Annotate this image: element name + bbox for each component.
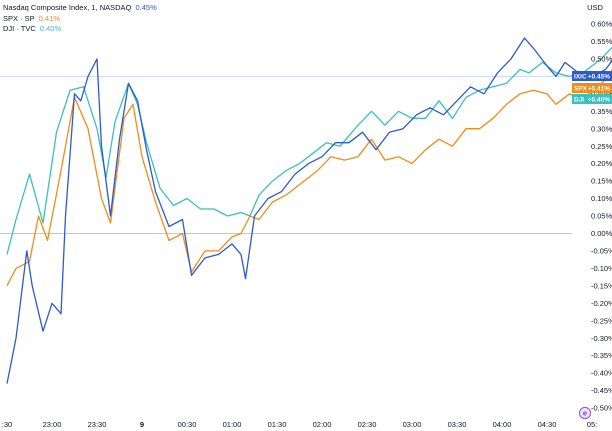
y-tick-label: 0.50% xyxy=(591,55,612,64)
time-axis: :30 23:00 23:30 9 00:30 01:00 01:30 02:00 02:30 0… xyxy=(2,420,597,429)
legend-value: 0.45% xyxy=(135,3,157,12)
last-value-tags: IXIC +0.45%SPX +0.41% DJI +0.40% xyxy=(572,71,612,104)
y-tick-label: 0.55% xyxy=(591,37,612,46)
last-value-tag-symbol: SPX xyxy=(574,85,588,92)
last-value-tag-value: +0.41% xyxy=(588,85,610,92)
series-line[interactable] xyxy=(6,42,612,255)
y-tick-label: -0.20% xyxy=(591,299,612,308)
y-tick-label: 0.05% xyxy=(591,212,612,221)
x-tick-label: 23:00 xyxy=(43,420,62,429)
x-tick-label: 02:30 xyxy=(358,420,377,429)
currency-label: USD xyxy=(587,3,603,12)
y-tick-label: 0.30% xyxy=(591,124,612,133)
y-tick-label: 0.25% xyxy=(591,142,612,151)
settings-icon[interactable]: e xyxy=(578,406,592,420)
series-line[interactable] xyxy=(6,37,612,384)
x-tick-label: 9 xyxy=(140,420,144,429)
price-axis: USD -0.50% -0.45% -0.40% -0.35% -0.30% -0.25% -… xyxy=(587,3,612,413)
x-tick-label: :30 xyxy=(2,420,12,429)
series-line[interactable] xyxy=(6,59,612,287)
x-tick-label: 03:00 xyxy=(403,420,422,429)
series-layer xyxy=(6,37,612,384)
y-tick-label: -0.35% xyxy=(591,351,612,360)
last-value-tag xyxy=(572,83,612,93)
legend-title: DJI · TVC xyxy=(3,24,36,34)
last-value-tag-symbol: DJI xyxy=(574,96,584,103)
x-tick-label: 03:30 xyxy=(448,420,467,429)
last-value-tag-symbol: IXIC xyxy=(574,73,587,80)
x-tick-label: 00:30 xyxy=(178,420,197,429)
x-tick-label: 01:00 xyxy=(223,420,242,429)
legend-title: Nasdaq Composite Index, 1, NASDAQ xyxy=(3,3,132,12)
y-tick-label: 0.00% xyxy=(591,229,612,238)
x-tick-label: 01:30 xyxy=(268,420,287,429)
y-tick-label: 0.40% xyxy=(591,89,612,98)
y-tick-label: 0.35% xyxy=(591,107,612,116)
y-tick-label: -0.25% xyxy=(591,316,612,325)
y-tick-label: 0.15% xyxy=(591,177,612,186)
y-tick-label: -0.10% xyxy=(591,264,612,273)
svg-text:e: e xyxy=(583,409,587,418)
y-tick-label: -0.05% xyxy=(591,247,612,256)
x-tick-label: 05: xyxy=(587,420,597,429)
last-value-tag xyxy=(572,71,612,81)
last-value-tag-value: +0.45% xyxy=(588,73,610,80)
x-tick-label: 04:30 xyxy=(538,420,557,429)
legend-row-nasdaq[interactable]: Nasdaq Composite Index, 1, NASDAQ 0.45% xyxy=(3,3,157,14)
last-value-tag xyxy=(572,94,612,104)
zero-line xyxy=(0,75,572,234)
y-tick-label: 0.60% xyxy=(591,20,612,29)
last-value-tag-value: +0.40% xyxy=(588,96,610,103)
y-tick-label: -0.30% xyxy=(591,334,612,343)
legend: Nasdaq Composite Index, 1, NASDAQ 0.45% … xyxy=(3,3,157,35)
legend-row-dji[interactable]: DJI · TVC 0.40% xyxy=(3,24,157,35)
legend-title: SPX · SP xyxy=(3,13,35,23)
y-tick-label: -0.15% xyxy=(591,281,612,290)
legend-value: 0.40% xyxy=(39,24,62,34)
y-tick-label: 0.20% xyxy=(591,159,612,168)
legend-value: 0.41% xyxy=(38,13,60,23)
legend-row-spx[interactable]: SPX · SP 0.41% xyxy=(3,14,157,25)
x-tick-label: 23:30 xyxy=(88,420,107,429)
x-tick-label: 04:00 xyxy=(493,420,512,429)
y-tick-label: -0.45% xyxy=(591,386,612,395)
y-tick-label: -0.50% xyxy=(591,404,612,413)
y-tick-label: 0.10% xyxy=(591,194,612,203)
x-tick-label: 02:00 xyxy=(313,420,332,429)
y-tick-label: -0.40% xyxy=(591,369,612,378)
